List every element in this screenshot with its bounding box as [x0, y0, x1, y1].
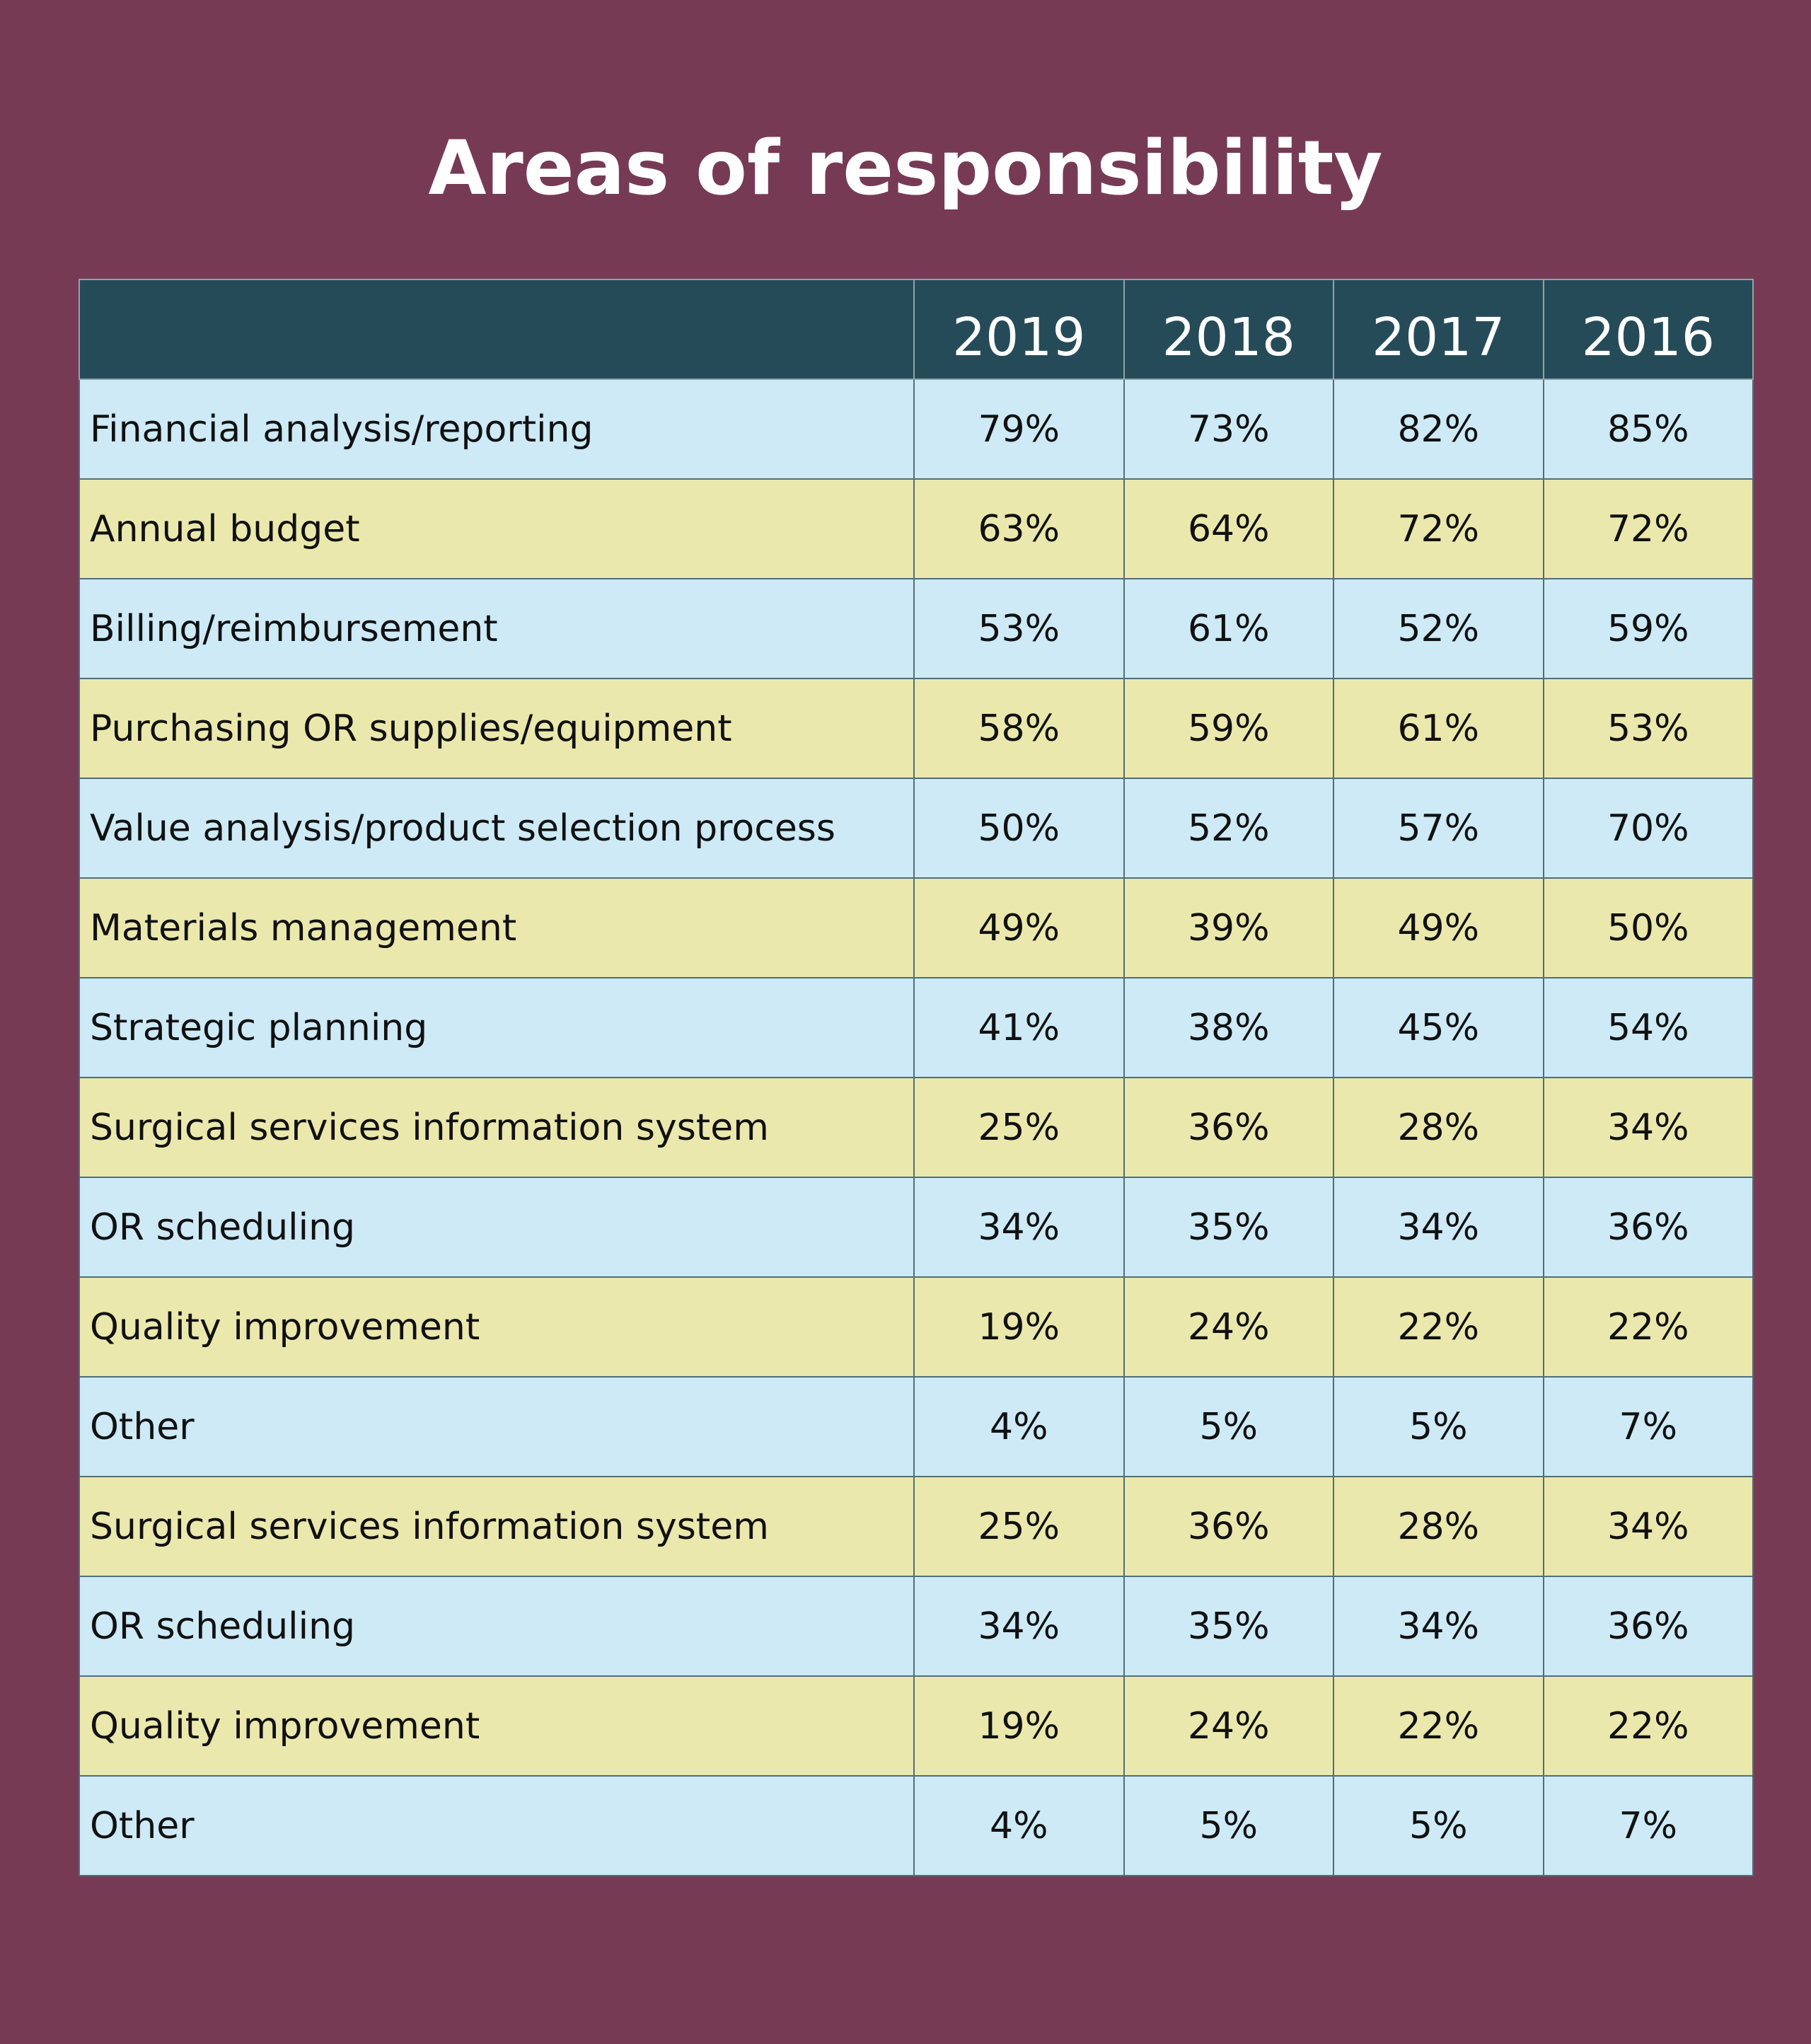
- value-cell-2019: 53%: [913, 578, 1125, 679]
- value-cell-2018: 38%: [1123, 977, 1334, 1078]
- row-label: Purchasing OR supplies/equipment: [79, 678, 915, 779]
- row-label: OR scheduling: [79, 1177, 915, 1278]
- value-cell-2017: 61%: [1333, 678, 1544, 779]
- header-cell-2019: 2019: [913, 279, 1125, 380]
- value-cell-2019: 34%: [913, 1576, 1125, 1677]
- value-cell-2016: 22%: [1542, 1675, 1754, 1777]
- value-cell-2018: 61%: [1123, 578, 1334, 679]
- value-cell-2019: 19%: [913, 1675, 1125, 1777]
- row-label: Surgical services information system: [79, 1476, 915, 1577]
- value-cell-2016: 7%: [1542, 1376, 1754, 1477]
- table-body: Financial analysis/reporting 79% 73% 82% 85%…: [79, 379, 1754, 1876]
- table-row: OR scheduling 34% 35% 34% 36%: [79, 1177, 1754, 1278]
- value-cell-2016: 70%: [1542, 778, 1754, 879]
- table-row: Other 4% 5% 5% 7%: [79, 1376, 1754, 1477]
- row-label: Billing/reimbursement: [79, 578, 915, 679]
- value-cell-2017: 82%: [1333, 379, 1544, 480]
- table-row: Annual budget 63% 64% 72% 72%: [79, 478, 1754, 579]
- value-cell-2017: 22%: [1333, 1276, 1544, 1378]
- value-cell-2016: 36%: [1542, 1177, 1754, 1278]
- table-row: Surgical services information system 25% 3…: [79, 1476, 1754, 1577]
- value-cell-2019: 4%: [913, 1376, 1125, 1477]
- value-cell-2016: 7%: [1542, 1775, 1754, 1876]
- row-label: Financial analysis/reporting: [79, 379, 915, 480]
- table-row: Materials management 49% 39% 49% 50%: [79, 877, 1754, 978]
- value-cell-2018: 73%: [1123, 379, 1334, 480]
- row-label: Other: [79, 1775, 915, 1876]
- header-cell-2018: 2018: [1123, 279, 1334, 380]
- value-cell-2018: 24%: [1123, 1276, 1334, 1378]
- header-cell-blank: [79, 279, 915, 380]
- value-cell-2018: 52%: [1123, 778, 1334, 879]
- page-title: Areas of responsibility: [428, 125, 1383, 212]
- responsibility-table: 2019 2018 2017 2016 Financial analysis/r…: [79, 279, 1754, 1876]
- value-cell-2017: 45%: [1333, 977, 1544, 1078]
- value-cell-2018: 35%: [1123, 1576, 1334, 1677]
- table-row: Financial analysis/reporting 79% 73% 82% 85%: [79, 379, 1754, 480]
- value-cell-2018: 5%: [1123, 1376, 1334, 1477]
- value-cell-2016: 59%: [1542, 578, 1754, 679]
- value-cell-2016: 50%: [1542, 877, 1754, 978]
- row-label: Surgical services information system: [79, 1077, 915, 1178]
- value-cell-2018: 36%: [1123, 1476, 1334, 1577]
- value-cell-2017: 28%: [1333, 1476, 1544, 1577]
- value-cell-2018: 59%: [1123, 678, 1334, 779]
- value-cell-2019: 50%: [913, 778, 1125, 879]
- value-cell-2019: 19%: [913, 1276, 1125, 1378]
- value-cell-2016: 85%: [1542, 379, 1754, 480]
- value-cell-2016: 72%: [1542, 478, 1754, 579]
- table-row: Value analysis/product selection process…: [79, 778, 1754, 879]
- value-cell-2019: 41%: [913, 977, 1125, 1078]
- value-cell-2018: 39%: [1123, 877, 1334, 978]
- value-cell-2016: 34%: [1542, 1077, 1754, 1178]
- value-cell-2019: 34%: [913, 1177, 1125, 1278]
- value-cell-2019: 49%: [913, 877, 1125, 978]
- value-cell-2019: 4%: [913, 1775, 1125, 1876]
- row-label: Strategic planning: [79, 977, 915, 1078]
- table-row: Purchasing OR supplies/equipment 58% 59% 61…: [79, 678, 1754, 779]
- table-header-row: 2019 2018 2017 2016: [79, 279, 1754, 380]
- table-row: OR scheduling 34% 35% 34% 36%: [79, 1576, 1754, 1677]
- table-row: Quality improvement 19% 24% 22% 22%: [79, 1276, 1754, 1378]
- value-cell-2016: 34%: [1542, 1476, 1754, 1577]
- value-cell-2018: 35%: [1123, 1177, 1334, 1278]
- row-label: Materials management: [79, 877, 915, 978]
- table-row: Strategic planning 41% 38% 45% 54%: [79, 977, 1754, 1078]
- row-label: Quality improvement: [79, 1276, 915, 1378]
- table-row: Quality improvement 19% 24% 22% 22%: [79, 1675, 1754, 1777]
- value-cell-2018: 24%: [1123, 1675, 1334, 1777]
- table-row: Surgical services information system 25% 3…: [79, 1077, 1754, 1178]
- row-label: OR scheduling: [79, 1576, 915, 1677]
- header-cell-2017: 2017: [1333, 279, 1544, 380]
- value-cell-2017: 5%: [1333, 1376, 1544, 1477]
- value-cell-2019: 58%: [913, 678, 1125, 779]
- value-cell-2017: 57%: [1333, 778, 1544, 879]
- value-cell-2017: 49%: [1333, 877, 1544, 978]
- value-cell-2017: 34%: [1333, 1177, 1544, 1278]
- value-cell-2019: 25%: [913, 1476, 1125, 1577]
- table-row: Other 4% 5% 5% 7%: [79, 1775, 1754, 1876]
- value-cell-2016: 22%: [1542, 1276, 1754, 1378]
- value-cell-2017: 52%: [1333, 578, 1544, 679]
- value-cell-2017: 22%: [1333, 1675, 1544, 1777]
- value-cell-2018: 64%: [1123, 478, 1334, 579]
- value-cell-2018: 5%: [1123, 1775, 1334, 1876]
- value-cell-2017: 72%: [1333, 478, 1544, 579]
- value-cell-2017: 5%: [1333, 1775, 1544, 1876]
- value-cell-2016: 54%: [1542, 977, 1754, 1078]
- table-row: Billing/reimbursement 53% 61% 52% 59%: [79, 578, 1754, 679]
- header-cell-2016: 2016: [1542, 279, 1754, 380]
- value-cell-2019: 63%: [913, 478, 1125, 579]
- row-label: Value analysis/product selection process: [79, 778, 915, 879]
- value-cell-2017: 34%: [1333, 1576, 1544, 1677]
- row-label: Other: [79, 1376, 915, 1477]
- value-cell-2018: 36%: [1123, 1077, 1334, 1178]
- value-cell-2016: 53%: [1542, 678, 1754, 779]
- value-cell-2017: 28%: [1333, 1077, 1544, 1178]
- value-cell-2019: 79%: [913, 379, 1125, 480]
- value-cell-2016: 36%: [1542, 1576, 1754, 1677]
- row-label: Annual budget: [79, 478, 915, 579]
- row-label: Quality improvement: [79, 1675, 915, 1777]
- value-cell-2019: 25%: [913, 1077, 1125, 1178]
